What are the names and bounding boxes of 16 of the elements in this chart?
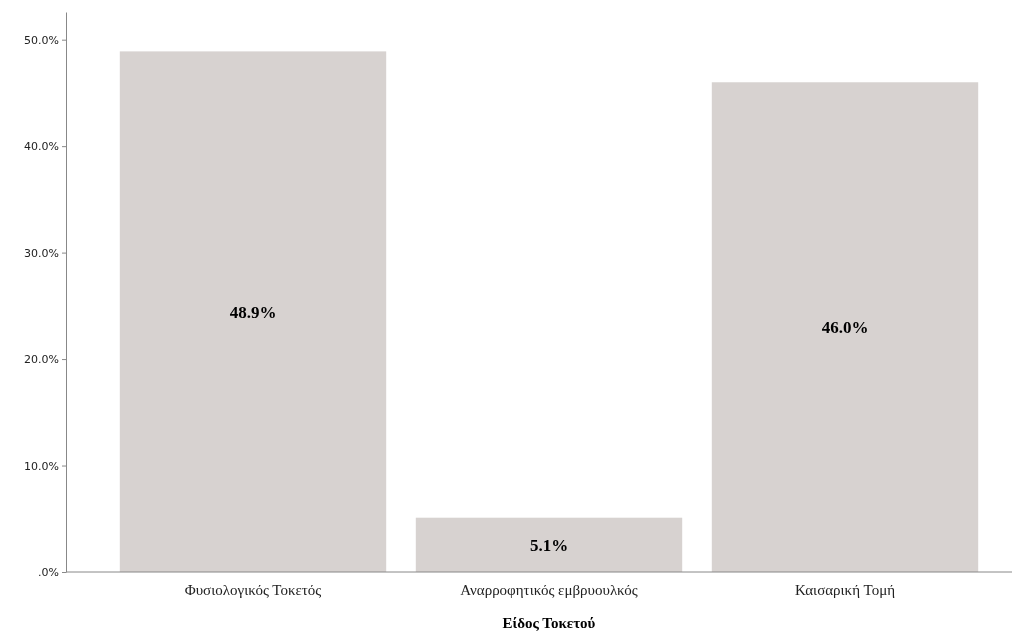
data-label: 5.1%: [529, 535, 569, 555]
x-tick-label: Φυσιολογικός Τοκετός: [184, 581, 322, 598]
y-tick-label: .0%: [38, 566, 59, 580]
y-tick-label: 50.0%: [24, 33, 59, 47]
data-label: 48.9%: [229, 302, 277, 322]
y-tick-label: 40.0%: [24, 140, 59, 154]
x-tick-label: Αναρροφητικός εμβρυουλκός: [460, 581, 638, 598]
y-tick-label: 10.0%: [24, 459, 59, 473]
x-axis-title: Είδος Τοκετού: [502, 615, 596, 631]
y-tick-label: 30.0%: [24, 246, 59, 260]
bar: [119, 51, 387, 572]
x-tick-label: Καισαρική Τομή: [794, 581, 896, 598]
bar: [415, 517, 683, 572]
data-label: 46.0%: [821, 318, 869, 338]
bar: [711, 82, 979, 572]
y-tick-label: 20.0%: [24, 353, 59, 367]
